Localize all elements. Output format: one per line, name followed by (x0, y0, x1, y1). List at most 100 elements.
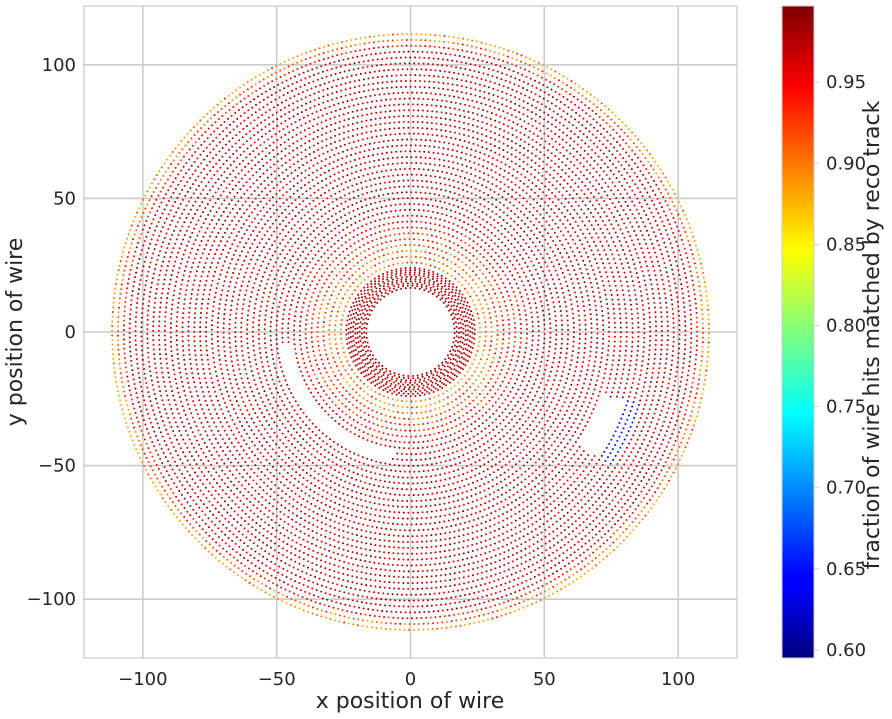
wire-point (528, 246, 531, 249)
wire-point (514, 183, 517, 186)
wire-point (501, 486, 504, 489)
wire-point (200, 307, 203, 310)
wire-point (358, 429, 361, 432)
wire-point (495, 365, 498, 368)
wire-point (583, 309, 586, 312)
wire-point (250, 271, 253, 274)
wire-point (476, 524, 479, 527)
wire-point (440, 111, 443, 114)
wire-point (597, 374, 600, 377)
wire-point (524, 470, 527, 473)
wire-point (229, 211, 232, 214)
wire-point (518, 517, 521, 520)
wire-point (404, 244, 407, 247)
wire-point (491, 163, 494, 166)
wire-point (596, 318, 599, 321)
wire-point (592, 253, 595, 256)
wire-point (566, 452, 569, 455)
wire-point (220, 393, 223, 396)
wire-point (575, 365, 578, 368)
wire-point (322, 152, 325, 155)
wire-point (402, 540, 405, 543)
wire-point (502, 218, 505, 221)
wire-point (414, 435, 417, 438)
wire-point (269, 226, 272, 229)
wire-point (454, 524, 457, 527)
wire-point (388, 516, 391, 519)
wire-point (425, 215, 428, 218)
wire-point (472, 519, 475, 522)
wire-point (495, 198, 498, 201)
wire-point (405, 488, 408, 491)
wire-point (309, 467, 312, 470)
wire-point (333, 301, 336, 304)
wire-point (463, 177, 466, 180)
wire-point (539, 396, 542, 399)
wire-point (631, 317, 634, 320)
wire-point (355, 478, 358, 481)
wire-point (479, 303, 482, 306)
wire-point (631, 327, 634, 330)
wire-point (473, 206, 476, 209)
wire-point (625, 321, 628, 324)
wire-point (438, 503, 441, 506)
wire-point (567, 256, 570, 259)
wire-point (575, 469, 578, 472)
wire-point (279, 180, 282, 183)
wire-point (410, 255, 413, 258)
wire-point (548, 224, 551, 227)
wire-point (607, 312, 610, 315)
wire-point (488, 245, 491, 248)
wire-point (313, 470, 316, 473)
wire-point (410, 435, 413, 438)
wire-point (577, 204, 580, 207)
wire-point (559, 219, 562, 222)
wire-point (434, 223, 437, 226)
wire-point (510, 210, 513, 213)
wire-point (595, 245, 598, 248)
wire-point (449, 130, 452, 133)
wire-point (368, 519, 371, 522)
wire-point (384, 492, 387, 495)
wire-point (288, 313, 291, 316)
wire-point (275, 343, 278, 346)
wire-point (315, 299, 318, 302)
wire-point (534, 461, 537, 464)
wire-point (517, 388, 520, 391)
wire-point (493, 144, 496, 147)
wire-point (342, 486, 345, 489)
wire-point (379, 268, 382, 271)
wire-point (349, 245, 352, 248)
wire-point (541, 462, 544, 465)
wire-point (503, 478, 506, 481)
wire-point (607, 316, 610, 319)
wire-point (457, 258, 460, 261)
wire-point (499, 480, 502, 483)
wire-point (205, 321, 208, 324)
wire-point (229, 450, 232, 453)
wire-point (362, 523, 365, 526)
wire-point (349, 377, 352, 380)
wire-point (538, 157, 541, 160)
wire-point (408, 238, 411, 241)
wire-point (470, 173, 473, 176)
wire-point (475, 201, 478, 204)
wire-point (494, 310, 497, 313)
wire-point (307, 305, 310, 308)
wire-point (562, 291, 565, 294)
wire-point (461, 516, 464, 519)
wire-point (505, 198, 508, 201)
wire-point (542, 314, 545, 317)
wire-point (393, 481, 396, 484)
wire-point (319, 290, 322, 293)
wire-point (516, 446, 519, 449)
wire-point (519, 346, 522, 349)
wire-point (370, 234, 373, 237)
wire-point (500, 493, 503, 496)
wire-point (295, 514, 298, 517)
wire-point (559, 310, 562, 313)
wire-point (543, 153, 546, 156)
wire-point (475, 294, 478, 297)
wire-point (387, 403, 390, 406)
wire-point (547, 355, 550, 358)
